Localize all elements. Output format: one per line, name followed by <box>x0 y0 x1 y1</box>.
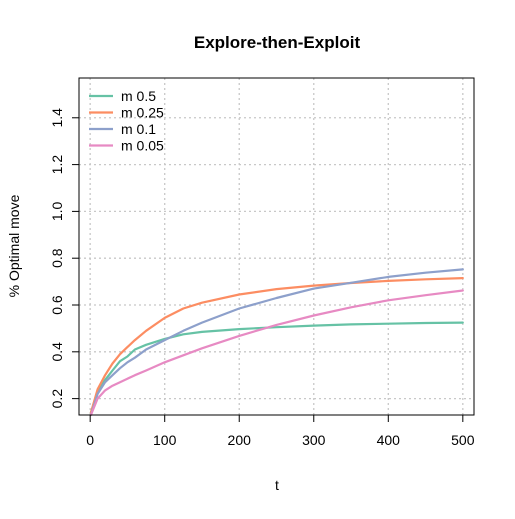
y-tick-label-0: 0.2 <box>49 389 65 409</box>
series-line-0 <box>89 321 464 414</box>
y-axis-label: % Optimal move <box>6 194 22 297</box>
x-tick-label-4: 400 <box>377 432 401 448</box>
grid <box>79 78 474 415</box>
x-tick-label-5: 500 <box>451 432 475 448</box>
x-tick-label-2: 200 <box>228 432 252 448</box>
legend-label-0: m 0.5 <box>121 88 156 104</box>
series-line-3 <box>89 289 464 417</box>
x-tick-label-0: 0 <box>86 432 94 448</box>
series-line-2 <box>89 268 464 417</box>
y-tick-label-3: 0.8 <box>49 248 65 268</box>
legend-label-2: m 0.1 <box>121 121 156 137</box>
y-axis: 0.2 0.4 0.6 0.8 1.0 1.2 1.4 <box>49 108 80 409</box>
x-axis: 0 100 200 300 400 500 <box>86 414 475 448</box>
y-tick-label-2: 0.6 <box>49 295 65 315</box>
legend: m 0.5m 0.25m 0.1m 0.05 <box>89 88 164 154</box>
y-tick-label-1: 0.4 <box>49 342 65 362</box>
y-tick-label-5: 1.2 <box>49 155 65 175</box>
x-tick-label-3: 300 <box>302 432 326 448</box>
y-tick-label-6: 1.4 <box>49 108 65 128</box>
y-tick-label-4: 1.0 <box>49 201 65 221</box>
series-lines <box>89 268 464 417</box>
chart-title: Explore-then-Exploit <box>194 33 361 52</box>
x-tick-label-1: 100 <box>153 432 177 448</box>
legend-label-1: m 0.25 <box>121 105 164 121</box>
x-axis-label: t <box>275 477 279 493</box>
legend-label-3: m 0.05 <box>121 138 164 154</box>
